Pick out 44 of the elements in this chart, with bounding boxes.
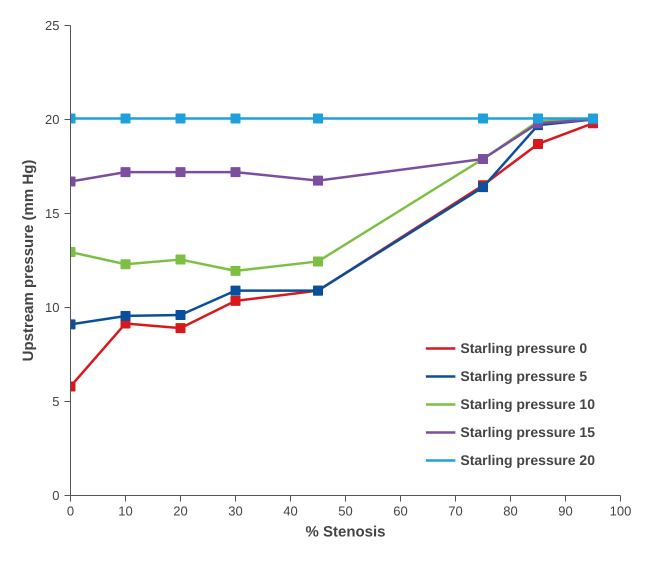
point [120, 167, 130, 178]
legend-label: Starling pressure 5 [460, 368, 588, 384]
point [176, 254, 186, 265]
point [313, 176, 323, 186]
point [176, 310, 186, 320]
legend-label: Starling pressure 20 [460, 452, 595, 468]
y-tick-label: 20 [45, 112, 60, 127]
point [176, 167, 186, 178]
y-tick-label: 25 [45, 18, 60, 33]
x-tick-label: 0 [66, 504, 74, 518]
y-tick-label: 10 [45, 300, 60, 315]
legend-label: Starling pressure 10 [460, 396, 595, 412]
x-tick-label: 80 [503, 504, 518, 518]
x-tick-label: 30 [228, 504, 243, 518]
point [176, 114, 186, 124]
point [533, 138, 543, 149]
point [313, 256, 323, 266]
point [313, 114, 323, 124]
point [230, 286, 240, 296]
point [230, 266, 240, 276]
point [230, 296, 240, 306]
point [230, 114, 240, 124]
x-axis-title: % Stenosis [305, 524, 386, 540]
point [120, 259, 130, 270]
y-axis-title: Upstream pressure (mm Hg) [20, 160, 38, 362]
point [533, 114, 543, 124]
y-tick-label: 5 [52, 394, 60, 409]
x-tick-label: 10 [118, 504, 133, 518]
x-tick-label: 90 [558, 504, 573, 518]
x-tick-label: 50 [338, 504, 353, 518]
y-tick-label: 0 [52, 488, 60, 503]
point [120, 114, 130, 124]
legend-label: Starling pressure 15 [460, 424, 595, 440]
point [120, 310, 130, 321]
point [176, 323, 186, 334]
y-tick-label: 15 [45, 206, 60, 221]
x-tick-label: 60 [393, 504, 408, 518]
point [478, 114, 488, 124]
x-tick-label: 70 [448, 504, 463, 518]
x-tick-label: 20 [173, 504, 188, 518]
legend-label: Starling pressure 0 [460, 340, 588, 356]
x-tick-label: 40 [283, 504, 298, 518]
x-tick-label: 100 [610, 504, 632, 518]
point [230, 167, 240, 178]
